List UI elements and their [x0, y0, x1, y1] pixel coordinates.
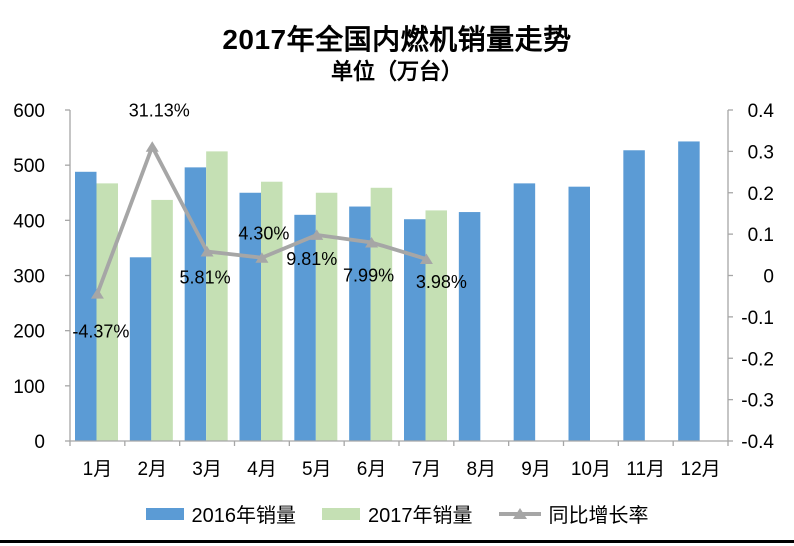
bar-2016-9月	[513, 183, 536, 441]
growth-marker-1月	[90, 288, 104, 299]
right-axis-tick-label: -0.4	[741, 432, 774, 453]
bar-2016-1月	[75, 171, 97, 441]
growth-marker-3月	[200, 245, 214, 257]
right-axis-tick-label: 0.4	[748, 101, 775, 122]
x-axis-label-9月: 9月	[521, 459, 551, 480]
x-axis-label-7月: 7月	[412, 459, 442, 480]
chart-title: 2017年全国内燃机销量走势	[222, 24, 572, 55]
growth-marker-2月	[145, 141, 159, 152]
legend-label-2016: 2016年销量	[191, 505, 297, 527]
left-axis-tick-label: 300	[13, 267, 45, 288]
growth-marker-5月	[310, 229, 324, 240]
bar-2017-3月	[206, 151, 228, 441]
right-axis-tick-label: -0.3	[741, 391, 774, 412]
x-axis-label-1月: 1月	[83, 459, 113, 480]
legend-line-marker-icon	[498, 507, 541, 520]
right-axis-tick-label: 0.2	[748, 184, 774, 205]
bar-2016-8月	[458, 212, 481, 441]
bar-2017-5月	[315, 192, 338, 441]
legend-item-2016: 2016年销量	[145, 499, 297, 528]
growth-marker-4月	[255, 252, 269, 263]
bar-2016-10月	[568, 186, 590, 441]
bar-2016-7月	[404, 219, 426, 441]
legend-item-2017: 2017年销量	[322, 499, 473, 528]
legend-label-growth: 同比增长率	[548, 505, 649, 527]
bar-2016-6月	[349, 206, 371, 441]
bottom-rule	[0, 540, 794, 543]
left-axis-tick-label: 600	[13, 101, 45, 122]
x-axis-label-5月: 5月	[302, 459, 332, 480]
legend-label-2017: 2017年销量	[368, 505, 473, 527]
bar-2017-7月	[425, 210, 447, 441]
chart-subtitle: 单位（万台）	[330, 59, 463, 84]
left-axis-tick-label: 500	[13, 156, 45, 177]
bar-2016-5月	[294, 214, 316, 441]
legend: 2016年销量 2017年销量 同比增长率	[0, 499, 794, 528]
right-axis-tick-label: 0	[763, 267, 774, 288]
x-axis-label-10月: 10月	[571, 459, 611, 480]
bar-2017-1月	[96, 183, 118, 441]
growth-label-3月: 5.81%	[180, 267, 231, 287]
right-axis-tick-label: -0.1	[741, 308, 774, 329]
x-axis-label-11月: 11月	[626, 459, 665, 480]
growth-label-6月: 7.99%	[343, 265, 394, 285]
growth-label-1月: -4.37%	[72, 322, 129, 342]
bar-2017-6月	[370, 187, 393, 441]
legend-swatch-2017-icon	[322, 507, 360, 520]
left-axis-tick-label: 200	[13, 322, 45, 343]
x-axis-label-2月: 2月	[137, 459, 167, 480]
growth-label-5月: 9.81%	[286, 249, 337, 269]
bar-2017-2月	[151, 199, 173, 441]
growth-label-7月: 3.98%	[416, 272, 467, 292]
left-axis-tick-label: 100	[13, 377, 45, 398]
left-axis-tick-label: 400	[13, 211, 45, 232]
bar-2016-2月	[129, 257, 152, 441]
left-axis-tick-label: 0	[34, 432, 45, 453]
bar-2016-12月	[678, 141, 700, 441]
growth-marker-6月	[365, 236, 379, 248]
x-axis-label-8月: 8月	[466, 459, 496, 480]
growth-marker-7月	[419, 253, 433, 265]
legend-item-growth: 同比增长率	[498, 499, 649, 528]
right-axis-tick-label: 0.3	[748, 142, 774, 163]
right-axis-tick-label: 0.1	[748, 225, 774, 246]
right-axis-tick-label: -0.2	[741, 349, 774, 370]
legend-swatch-2016-icon	[145, 507, 184, 520]
growth-label-4月: 4.30%	[238, 224, 289, 244]
bar-2016-11月	[623, 150, 645, 441]
x-axis-label-4月: 4月	[247, 459, 277, 480]
bar-2016-3月	[184, 167, 207, 441]
growth-label-2月: 31.13%	[129, 101, 190, 121]
x-axis-label-6月: 6月	[357, 459, 387, 480]
x-axis-label-3月: 3月	[192, 459, 222, 480]
x-axis-label-12月: 12月	[681, 459, 721, 480]
bar-2017-4月	[261, 181, 283, 441]
